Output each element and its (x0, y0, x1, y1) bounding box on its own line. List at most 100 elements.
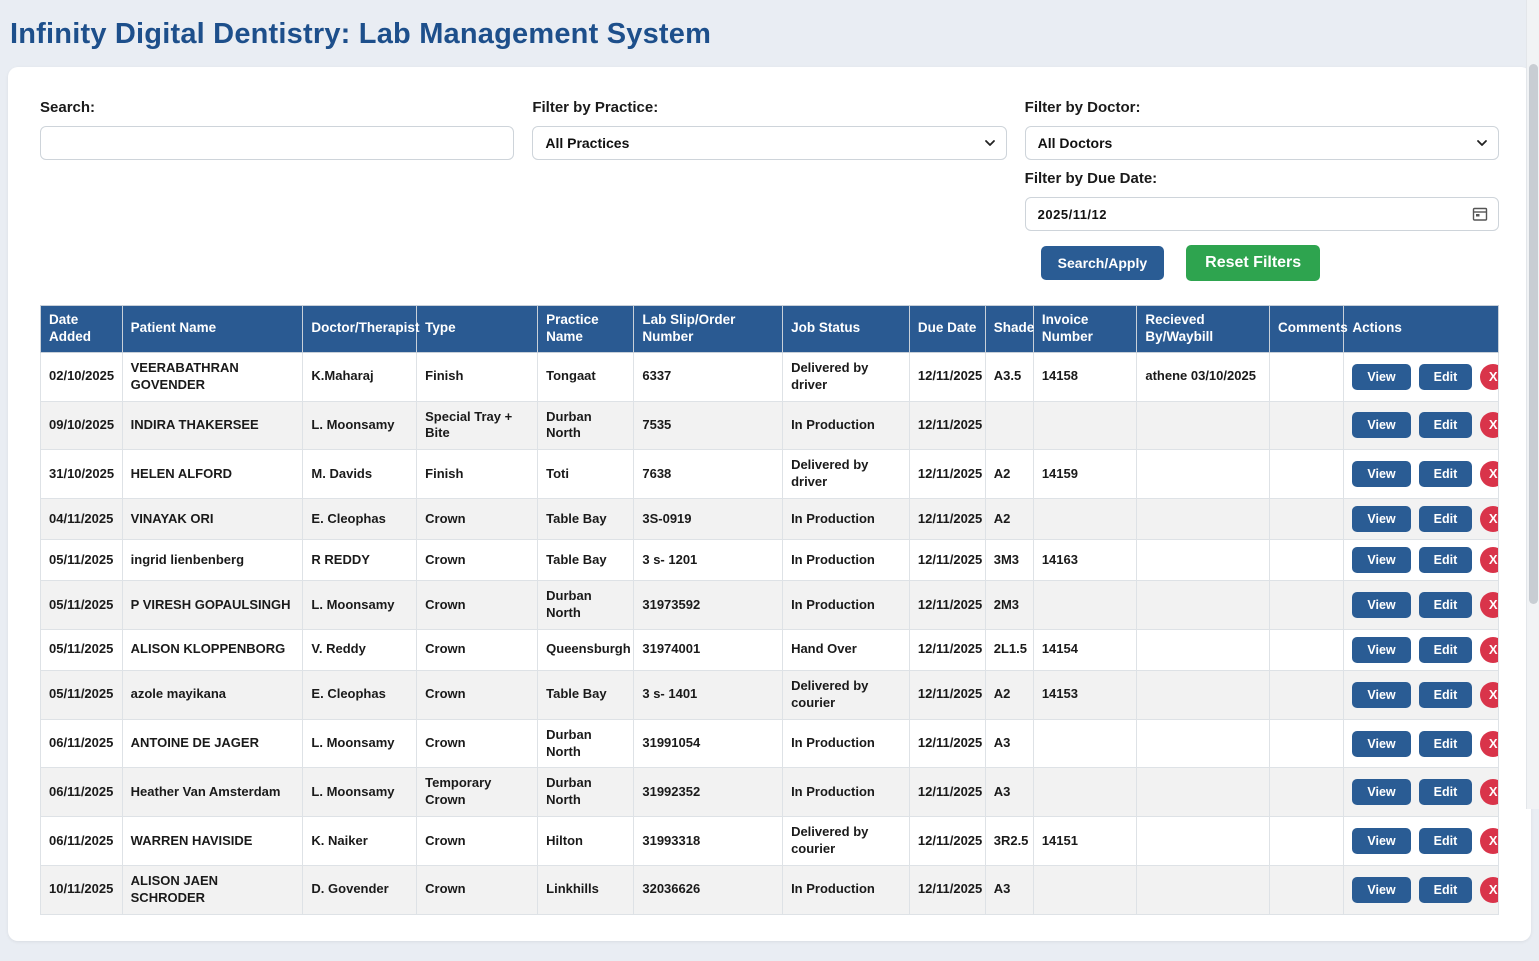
search-apply-button[interactable]: Search/Apply (1041, 246, 1164, 280)
view-button[interactable]: View (1352, 547, 1410, 573)
view-button[interactable]: View (1352, 731, 1410, 757)
cell-status: In Production (783, 540, 910, 581)
view-button[interactable]: View (1352, 506, 1410, 532)
cell-due: 12/11/2025 (909, 670, 985, 719)
page-scrollbar[interactable] (1526, 0, 1539, 809)
cell-status: Delivered by driver (783, 450, 910, 499)
view-button[interactable]: View (1352, 877, 1410, 903)
edit-button[interactable]: Edit (1419, 779, 1473, 805)
cell-doctor: L. Moonsamy (303, 581, 417, 630)
practice-filter-select[interactable]: All Practices (532, 126, 1006, 160)
edit-button[interactable]: Edit (1419, 828, 1473, 854)
cell-received (1137, 450, 1270, 499)
cell-received (1137, 866, 1270, 915)
delete-button[interactable]: X (1480, 592, 1498, 618)
table-row: 02/10/2025VEERABATHRAN GOVENDERK.Maharaj… (41, 352, 1499, 401)
cell-status: Delivered by driver (783, 352, 910, 401)
cell-doctor: K.Maharaj (303, 352, 417, 401)
cell-actions: View Edit X (1344, 499, 1499, 540)
column-header: Invoice Number (1033, 306, 1137, 353)
view-button[interactable]: View (1352, 637, 1410, 663)
cell-type: Crown (417, 540, 538, 581)
delete-button[interactable]: X (1480, 637, 1498, 663)
delete-button[interactable]: X (1480, 461, 1498, 487)
cell-received (1137, 499, 1270, 540)
delete-button[interactable]: X (1480, 412, 1498, 438)
cell-patient: VEERABATHRAN GOVENDER (122, 352, 303, 401)
cell-shade: 3M3 (985, 540, 1033, 581)
cell-status: Hand Over (783, 629, 910, 670)
view-button[interactable]: View (1352, 592, 1410, 618)
delete-button[interactable]: X (1480, 828, 1498, 854)
edit-button[interactable]: Edit (1419, 637, 1473, 663)
calendar-icon[interactable] (1472, 206, 1488, 222)
delete-button[interactable]: X (1480, 364, 1498, 390)
cell-shade: A3 (985, 768, 1033, 817)
edit-button[interactable]: Edit (1419, 731, 1473, 757)
edit-button[interactable]: Edit (1419, 682, 1473, 708)
practice-filter-group: Filter by Practice: All Practices (532, 95, 1006, 160)
delete-button[interactable]: X (1480, 877, 1498, 903)
cell-shade: A3 (985, 719, 1033, 768)
cell-type: Temporary Crown (417, 768, 538, 817)
edit-button[interactable]: Edit (1419, 592, 1473, 618)
view-button[interactable]: View (1352, 412, 1410, 438)
delete-button[interactable]: X (1480, 506, 1498, 532)
cell-type: Crown (417, 817, 538, 866)
cell-status: Delivered by courier (783, 670, 910, 719)
cell-order: 7638 (634, 450, 783, 499)
cell-status: In Production (783, 768, 910, 817)
cell-date-added: 05/11/2025 (41, 540, 123, 581)
cell-invoice: 14163 (1033, 540, 1137, 581)
view-button[interactable]: View (1352, 682, 1410, 708)
cell-received (1137, 670, 1270, 719)
cell-comments (1270, 719, 1344, 768)
cell-order: 31993318 (634, 817, 783, 866)
filter-bar: Search: Filter by Practice: All Practice… (40, 95, 1499, 281)
delete-button[interactable]: X (1480, 547, 1498, 573)
cell-patient: azole mayikana (122, 670, 303, 719)
cell-due: 12/11/2025 (909, 866, 985, 915)
cell-date-added: 05/11/2025 (41, 581, 123, 630)
cell-invoice: 14153 (1033, 670, 1137, 719)
cell-shade: 3R2.5 (985, 817, 1033, 866)
cell-invoice: 14154 (1033, 629, 1137, 670)
edit-button[interactable]: Edit (1419, 461, 1473, 487)
cell-shade: A3.5 (985, 352, 1033, 401)
delete-button[interactable]: X (1480, 731, 1498, 757)
cell-date-added: 06/11/2025 (41, 719, 123, 768)
edit-button[interactable]: Edit (1419, 547, 1473, 573)
cell-received (1137, 768, 1270, 817)
delete-button[interactable]: X (1480, 779, 1498, 805)
edit-button[interactable]: Edit (1419, 506, 1473, 532)
search-input[interactable] (40, 126, 514, 160)
cell-actions: View Edit X (1344, 866, 1499, 915)
doctor-filter-select[interactable]: All Doctors (1025, 126, 1499, 160)
edit-button[interactable]: Edit (1419, 877, 1473, 903)
column-header: Actions (1344, 306, 1499, 353)
cell-shade: A3 (985, 866, 1033, 915)
scrollbar-thumb[interactable] (1529, 64, 1538, 604)
reset-filters-button[interactable]: Reset Filters (1186, 245, 1320, 281)
cell-date-added: 09/10/2025 (41, 401, 123, 450)
view-button[interactable]: View (1352, 364, 1410, 390)
cell-comments (1270, 540, 1344, 581)
table-row: 05/11/2025azole mayikanaE. CleophasCrown… (41, 670, 1499, 719)
cell-shade: A2 (985, 450, 1033, 499)
table-row: 06/11/2025ANTOINE DE JAGERL. MoonsamyCro… (41, 719, 1499, 768)
view-button[interactable]: View (1352, 779, 1410, 805)
cell-practice: Durban North (538, 719, 634, 768)
edit-button[interactable]: Edit (1419, 364, 1473, 390)
cell-actions: View Edit X (1344, 352, 1499, 401)
cell-invoice: 14159 (1033, 450, 1137, 499)
cell-due: 12/11/2025 (909, 540, 985, 581)
cell-shade: 2M3 (985, 581, 1033, 630)
column-header: Date Added (41, 306, 123, 353)
cell-practice: Durban North (538, 401, 634, 450)
due-date-input[interactable] (1025, 197, 1499, 231)
view-button[interactable]: View (1352, 828, 1410, 854)
practice-filter-label: Filter by Practice: (532, 99, 1006, 116)
edit-button[interactable]: Edit (1419, 412, 1473, 438)
delete-button[interactable]: X (1480, 682, 1498, 708)
view-button[interactable]: View (1352, 461, 1410, 487)
